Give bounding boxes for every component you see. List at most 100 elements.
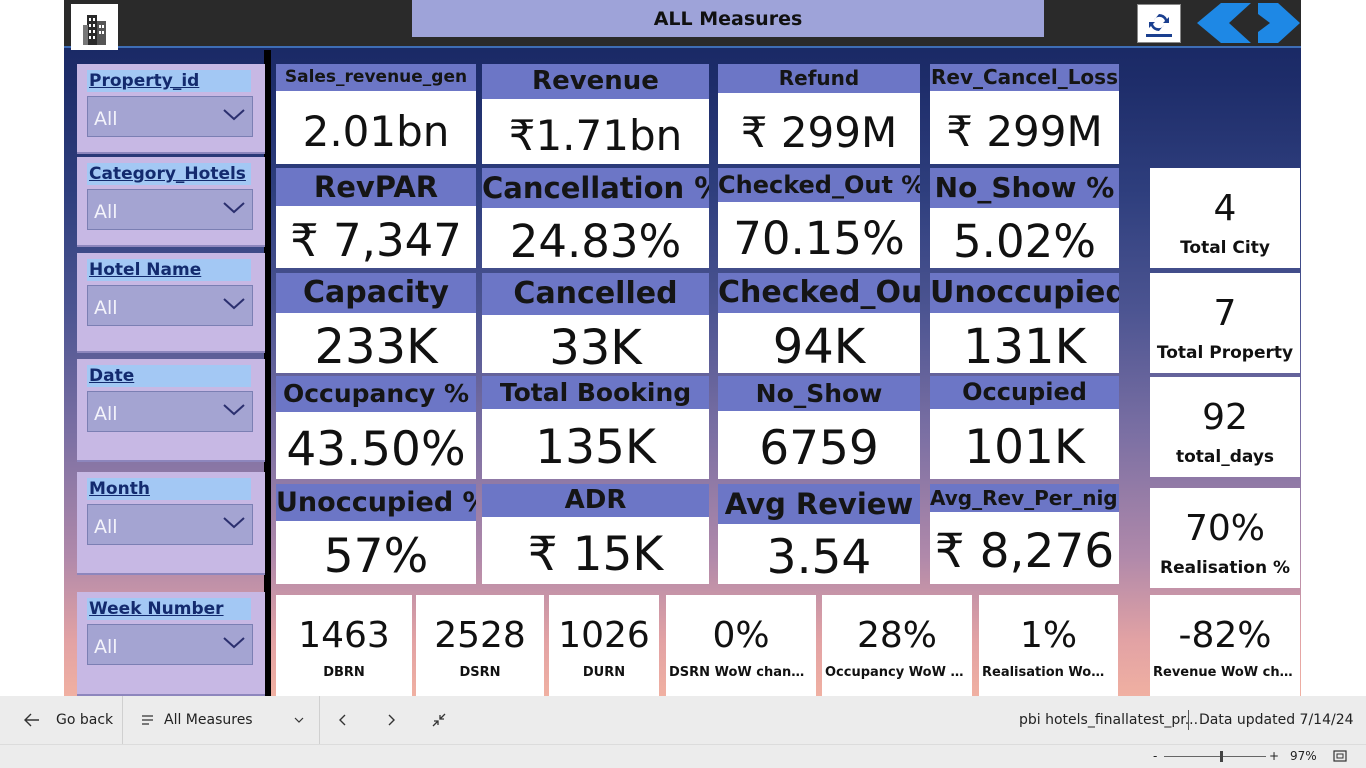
metric-value: 1% <box>1019 615 1078 656</box>
summary-label: Total City <box>1180 238 1270 258</box>
kpi-label: No_Show % <box>930 168 1119 208</box>
slicer-value: All <box>94 297 118 319</box>
metric-label: Revenue WoW chang... <box>1153 665 1300 680</box>
slicer-dropdown[interactable]: All <box>87 96 253 137</box>
slicer-dropdown[interactable]: All <box>87 504 253 545</box>
page-title: ALL Measures <box>412 0 1044 37</box>
slicer-dropdown[interactable]: All <box>87 189 253 230</box>
kpi-label: Sales_revenue_gen <box>276 64 476 91</box>
chevron-down-icon <box>294 717 304 723</box>
footer-nav-row: Go back All Measures <box>0 696 1366 745</box>
kpi-label: Checked_Out % <box>718 168 920 202</box>
chevron-down-icon <box>223 404 245 416</box>
fit-to-page-button[interactable] <box>1333 744 1347 768</box>
slicer-card: Category_Hotels All <box>77 157 265 247</box>
slicer-title: Hotel Name <box>87 259 251 281</box>
kpi-label: Checked_Out <box>718 273 920 313</box>
metric-card: 2528 DSRN <box>416 595 544 696</box>
slicer-card: Month All <box>77 472 265 575</box>
kpi-card: RevPAR ₹ 7,347 <box>276 168 476 268</box>
footer-separator <box>122 696 123 744</box>
footer-separator <box>1188 710 1189 730</box>
summary-label: Total Property <box>1156 343 1294 363</box>
slicer-title: Month <box>87 478 251 500</box>
chevron-down-icon <box>223 202 245 214</box>
metric-label: DSRN <box>459 665 501 680</box>
chevron-down-icon <box>223 637 245 649</box>
kpi-card: Sales_revenue_gen 2.01bn <box>276 64 476 164</box>
refresh-icon <box>1146 13 1172 37</box>
kpi-value: ₹ 8,276 <box>930 512 1119 584</box>
go-back-button[interactable]: Go back <box>24 696 113 744</box>
slicer-dropdown[interactable]: All <box>87 391 253 432</box>
nav-back-button[interactable] <box>1195 2 1251 48</box>
zoom-out-button[interactable]: - <box>1153 749 1158 763</box>
zoom-thumb[interactable] <box>1220 750 1224 762</box>
next-page-button[interactable] <box>386 696 396 744</box>
slicer-value: All <box>94 403 118 425</box>
kpi-card: Revenue ₹1.71bn <box>482 64 709 164</box>
kpi-label: No_Show <box>718 376 920 411</box>
metric-label: DSRN WoW change % <box>669 665 816 680</box>
kpi-value: ₹ 7,347 <box>276 206 476 268</box>
kpi-label: ADR <box>482 484 709 517</box>
kpi-card: No_Show % 5.02% <box>930 168 1119 268</box>
focus-mode-button[interactable] <box>432 696 446 744</box>
metric-value: 1463 <box>298 615 390 656</box>
chevron-down-icon <box>223 109 245 121</box>
summary-label: Realisation % <box>1159 558 1291 578</box>
kpi-card: Unoccupied % 57% <box>276 484 476 584</box>
kpi-label: Capacity <box>276 273 476 313</box>
summary-card: 92 total_days <box>1150 377 1300 477</box>
footer-separator <box>319 696 320 744</box>
collapse-icon <box>432 713 446 727</box>
kpi-label: Cancellation % <box>482 168 709 208</box>
file-name: pbi hotels_finallatest_pr... <box>1019 712 1199 728</box>
zoom-slider[interactable] <box>1164 744 1266 768</box>
zoom-level: 97% <box>1290 749 1317 763</box>
prev-page-button[interactable] <box>338 696 348 744</box>
go-back-label: Go back <box>56 712 114 728</box>
summary-value: 7 <box>1213 293 1237 334</box>
kpi-value: 131K <box>930 313 1119 373</box>
kpi-label: Avg Review <box>718 484 920 524</box>
refresh-button[interactable] <box>1137 4 1181 43</box>
chevron-down-icon <box>223 517 245 529</box>
kpi-value: ₹ 15K <box>482 517 709 584</box>
slicer-value: All <box>94 108 118 130</box>
slicer-dropdown[interactable]: All <box>87 285 253 326</box>
kpi-value: 57% <box>276 521 476 584</box>
kpi-value: 101K <box>930 409 1119 479</box>
arrow-left-icon <box>1197 3 1251 43</box>
metric-label: DURN <box>582 665 626 680</box>
page-selector-label: All Measures <box>164 712 253 728</box>
kpi-value: ₹ 299M <box>930 91 1119 164</box>
kpi-value: 24.83% <box>482 208 709 268</box>
kpi-value: 3.54 <box>718 524 920 584</box>
chevron-right-icon <box>388 714 395 726</box>
summary-card: 7 Total Property <box>1150 273 1300 373</box>
metric-value: 28% <box>856 615 937 656</box>
slicer-dropdown[interactable]: All <box>87 624 253 665</box>
kpi-label: Refund <box>718 64 920 93</box>
kpi-label: Total Booking <box>482 376 709 409</box>
slicer-value: All <box>94 636 118 658</box>
back-arrow-icon <box>24 713 39 727</box>
metric-card: 0% DSRN WoW change % <box>666 595 816 696</box>
kpi-label: Avg_Rev_Per_night <box>930 484 1119 512</box>
summary-value: 4 <box>1213 188 1237 229</box>
data-updated: Data updated 7/14/24 <box>1199 712 1354 728</box>
nav-forward-button[interactable] <box>1258 2 1300 48</box>
top-bar: ALL Measures <box>64 0 1301 50</box>
slicer-card: Date All <box>77 359 265 462</box>
slicer-title: Category_Hotels <box>87 163 251 185</box>
kpi-label: Unoccupied % <box>276 484 476 521</box>
kpi-card: Avg_Rev_Per_night₹ 8,276 <box>930 484 1119 584</box>
page-selector-dropdown[interactable]: All Measures <box>141 696 306 744</box>
kpi-card: Unoccupied 131K <box>930 273 1119 373</box>
zoom-in-button[interactable]: + <box>1269 749 1280 763</box>
chevron-down-icon <box>223 298 245 310</box>
kpi-value: ₹ 299M <box>718 93 920 164</box>
slicer-card: Property_id All <box>77 64 265 154</box>
metric-label: DBRN <box>323 665 365 680</box>
